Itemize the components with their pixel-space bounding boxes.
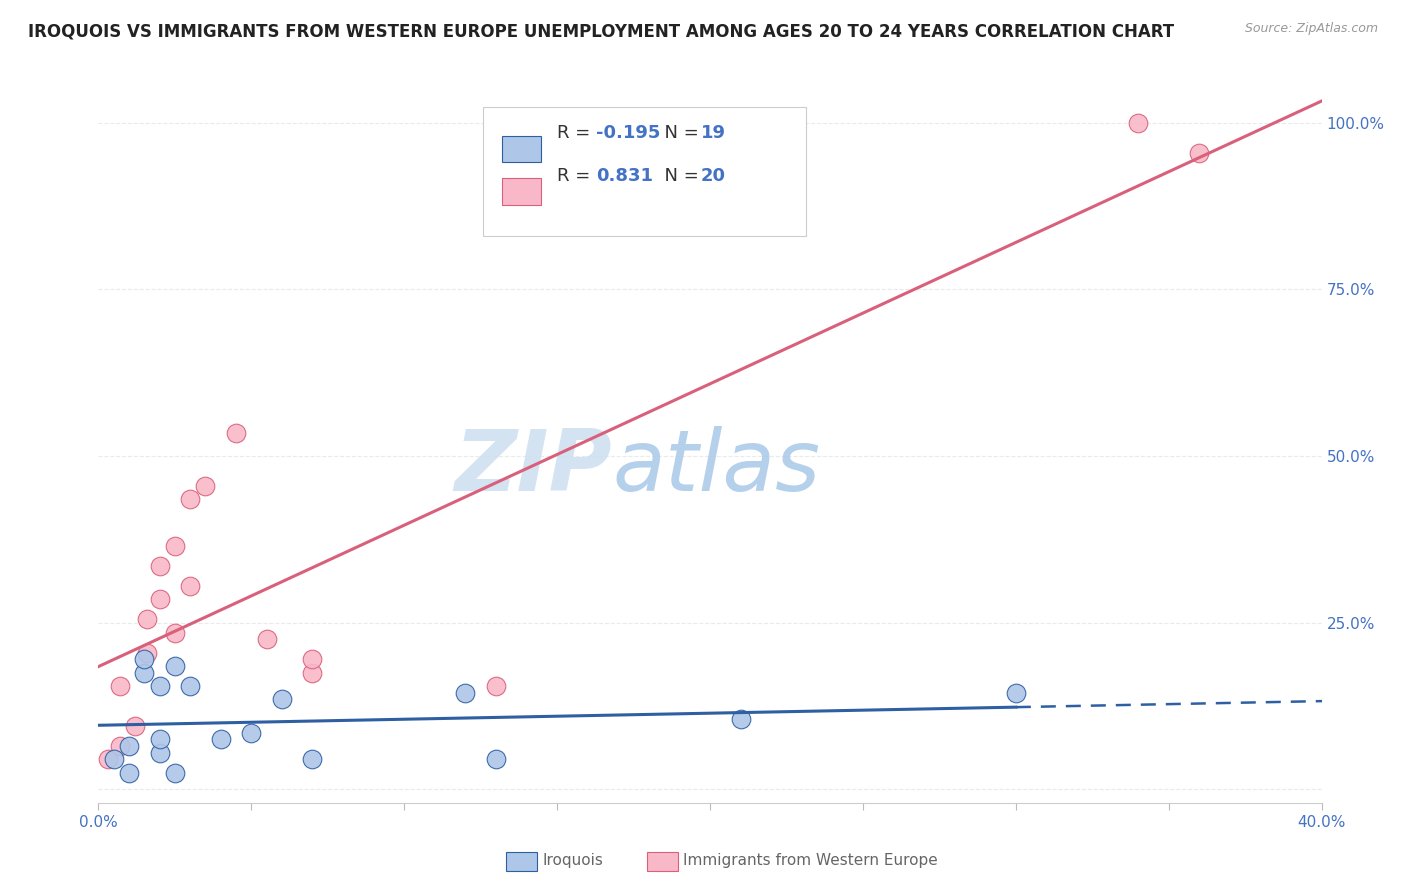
Point	[194, 479, 217, 493]
Text: 0.831: 0.831	[596, 168, 654, 186]
Point	[270, 692, 292, 706]
Text: R =: R =	[557, 168, 596, 186]
Text: IROQUOIS VS IMMIGRANTS FROM WESTERN EUROPE UNEMPLOYMENT AMONG AGES 20 TO 24 YEAR: IROQUOIS VS IMMIGRANTS FROM WESTERN EURO…	[28, 22, 1174, 40]
Point	[149, 732, 172, 747]
Point	[1188, 145, 1211, 160]
Point	[134, 665, 156, 680]
Point	[301, 652, 323, 666]
Point	[179, 492, 201, 507]
Point	[136, 612, 159, 626]
Point	[301, 752, 323, 766]
Text: Source: ZipAtlas.com: Source: ZipAtlas.com	[1244, 22, 1378, 36]
Point	[149, 559, 172, 574]
Point	[179, 679, 201, 693]
Point	[485, 752, 508, 766]
Text: 19: 19	[700, 125, 725, 143]
Point	[485, 679, 508, 693]
Point	[124, 719, 146, 733]
Point	[730, 713, 752, 727]
Text: ZIP: ZIP	[454, 425, 612, 509]
Point	[301, 665, 323, 680]
Text: N =: N =	[652, 168, 704, 186]
Text: 20: 20	[700, 168, 725, 186]
Text: Iroquois: Iroquois	[543, 854, 603, 868]
Point	[256, 632, 278, 647]
Point	[209, 732, 232, 747]
Text: -0.195: -0.195	[596, 125, 661, 143]
Point	[108, 679, 131, 693]
Point	[103, 752, 125, 766]
Point	[118, 765, 141, 780]
Point	[225, 425, 247, 440]
Text: N =: N =	[652, 125, 704, 143]
Point	[163, 539, 186, 553]
Text: atlas: atlas	[612, 425, 820, 509]
Point	[454, 686, 477, 700]
Text: R =: R =	[557, 125, 596, 143]
Point	[149, 679, 172, 693]
Point	[1128, 115, 1150, 129]
Text: Immigrants from Western Europe: Immigrants from Western Europe	[683, 854, 938, 868]
Point	[118, 739, 141, 753]
Point	[163, 659, 186, 673]
Point	[163, 625, 186, 640]
Point	[1004, 686, 1026, 700]
Point	[136, 646, 159, 660]
Point	[108, 739, 131, 753]
Point	[149, 592, 172, 607]
Point	[97, 752, 120, 766]
Point	[179, 579, 201, 593]
Point	[240, 725, 263, 739]
Point	[149, 746, 172, 760]
Point	[134, 652, 156, 666]
Point	[163, 765, 186, 780]
